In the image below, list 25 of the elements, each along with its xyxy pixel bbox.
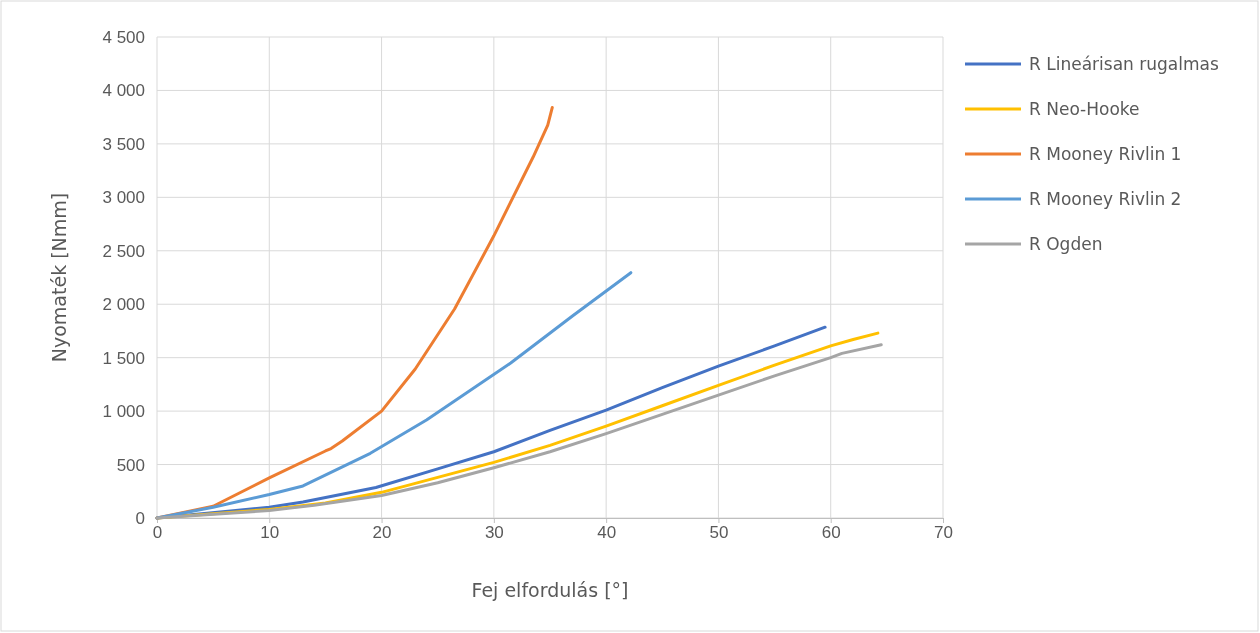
y-tick-label: 4 500 (102, 27, 145, 47)
y-tick-label: 0 (135, 508, 145, 528)
x-tick-label: 70 (934, 523, 953, 543)
y-tick-label: 3 500 (102, 134, 145, 154)
x-axis-title: Fej elfordulás [°] (471, 579, 629, 601)
x-tick-label: 50 (709, 523, 729, 543)
legend-label: R Lineárisan rugalmas (1029, 54, 1219, 74)
legend-label: R Mooney Rivlin 1 (1029, 144, 1182, 164)
x-tick-label: 0 (152, 523, 163, 543)
x-tick-label: 30 (484, 523, 504, 543)
x-tick-label: 10 (260, 523, 280, 543)
y-tick-label: 3 000 (102, 188, 145, 208)
y-tick-label: 500 (116, 455, 145, 475)
y-tick-label: 2 000 (102, 295, 145, 315)
y-tick-label: 1 500 (102, 348, 145, 368)
legend-label: R Ogden (1029, 234, 1103, 254)
legend-label: R Neo-Hooke (1029, 99, 1140, 119)
y-tick-label: 1 000 (102, 402, 145, 422)
x-tick-label: 20 (372, 523, 392, 543)
y-axis-title: Nyomaték [Nmm] (48, 192, 70, 363)
y-tick-label: 2 500 (102, 241, 145, 261)
x-tick-label: 40 (597, 523, 617, 543)
x-tick-label: 60 (821, 523, 841, 543)
legend-label: R Mooney Rivlin 2 (1029, 189, 1182, 209)
y-tick-label: 4 000 (102, 81, 145, 101)
